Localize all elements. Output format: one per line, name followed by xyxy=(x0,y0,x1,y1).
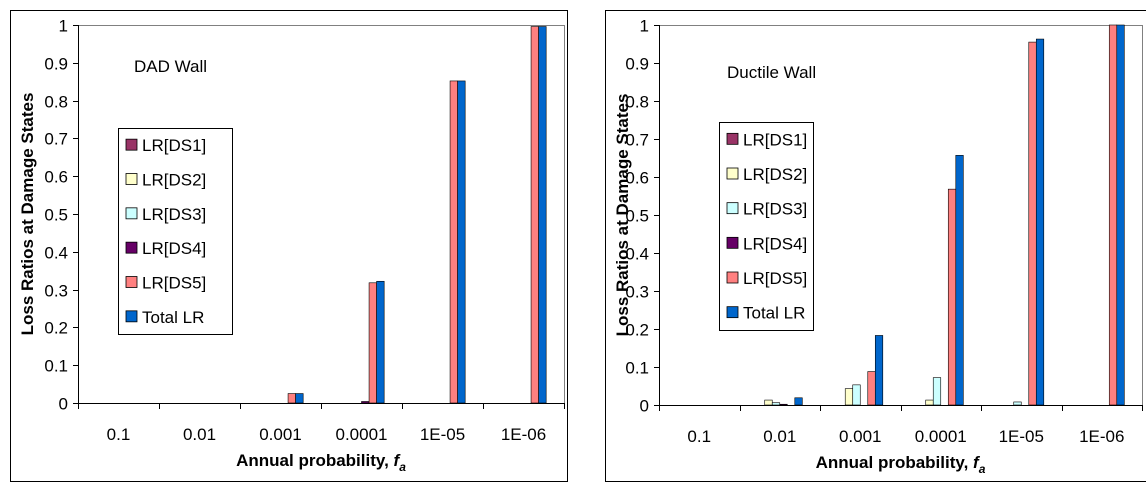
legend-label: LR[DS4] xyxy=(142,239,206,258)
y-tick-label: 1 xyxy=(640,17,649,36)
y-tick-label: 0.7 xyxy=(44,130,68,149)
y-tick-label: 0.9 xyxy=(625,55,649,74)
chart-frame xyxy=(605,10,1146,482)
bar xyxy=(1108,24,1118,406)
x-tick-label: 1E-05 xyxy=(999,427,1044,446)
legend-swatch xyxy=(726,271,739,284)
bar xyxy=(1035,38,1045,406)
bar xyxy=(295,393,304,404)
chart-panel-ductile-wall: 0 0.1 0.2 0.3 0.4 0.5 0.6 0.7 0.8 0.9 1 0.1 0.01 0.00… xyxy=(595,0,1146,482)
y-tick-label: 0.6 xyxy=(44,168,68,187)
legend-swatch xyxy=(125,276,138,288)
legend-swatch xyxy=(125,173,138,185)
y-tick-label: 0.7 xyxy=(625,131,649,150)
legend-swatch xyxy=(125,241,138,254)
legend-swatch xyxy=(726,202,739,215)
y-tick-label: 0.4 xyxy=(625,245,649,264)
legend-swatch xyxy=(726,236,739,249)
bar xyxy=(867,371,876,406)
legend-box xyxy=(118,128,233,335)
chart-panel-dad-wall: 0 0.1 0.2 0.3 0.4 0.5 0.6 0.7 0.8 0.9 1 0.1 0.01 0.00… xyxy=(10,10,568,482)
legend-label: LR[DS3] xyxy=(142,205,206,224)
x-axis-label: Annual probability, fa xyxy=(236,451,406,474)
y-tick-label: 0.4 xyxy=(44,244,68,263)
y-tick-label: 1 xyxy=(59,17,68,36)
chart-frame xyxy=(10,10,568,482)
chart-title: Ductile Wall xyxy=(727,63,816,82)
x-tick-label: 0.001 xyxy=(839,427,882,446)
legend-swatch xyxy=(726,306,739,319)
bar xyxy=(874,335,884,406)
legend-swatch xyxy=(125,310,138,323)
legend-label: LR[DS2] xyxy=(142,171,206,190)
y-tick-label: 0.5 xyxy=(625,207,649,226)
y-tick-label: 0.8 xyxy=(44,93,68,112)
bar xyxy=(932,377,942,406)
y-tick-label: 0.2 xyxy=(625,321,649,340)
legend-label: LR[DS1] xyxy=(142,136,206,155)
legend-box xyxy=(719,122,814,331)
bar xyxy=(779,403,788,406)
bar xyxy=(764,399,773,406)
x-tick-label: 0.1 xyxy=(107,425,131,444)
x-tick-label: 0.1 xyxy=(687,427,711,446)
y-tick-label: 0.9 xyxy=(44,55,68,74)
y-tick-label: 0.2 xyxy=(44,319,68,338)
bar xyxy=(538,26,547,404)
chart-title: DAD Wall xyxy=(134,57,207,76)
bar xyxy=(1116,24,1125,406)
legend-label: LR[DS1] xyxy=(743,130,807,149)
x-tick-label: 1E-05 xyxy=(420,425,465,444)
legend-label: Total LR xyxy=(743,304,805,323)
legend-label: LR[DS3] xyxy=(743,200,807,219)
x-tick-label: 0.0001 xyxy=(915,427,967,446)
x-tick-label: 1E-06 xyxy=(501,425,546,444)
bar xyxy=(287,393,296,404)
y-tick-label: 0.3 xyxy=(44,282,68,301)
legend-label: Total LR xyxy=(142,308,204,327)
bar xyxy=(794,397,803,406)
legend-swatch xyxy=(726,167,739,180)
legend-label: LR[DS4] xyxy=(743,234,807,253)
bar xyxy=(449,80,458,404)
bar xyxy=(457,80,466,404)
y-tick-label: 0.3 xyxy=(625,283,649,302)
legend-label: LR[DS5] xyxy=(142,274,206,293)
y-tick-label: 0.6 xyxy=(625,169,649,188)
x-tick-label: 1E-06 xyxy=(1079,427,1124,446)
bar xyxy=(361,401,370,404)
x-tick-label: 0.01 xyxy=(183,425,216,444)
bar xyxy=(844,388,854,406)
y-tick-label: 0.1 xyxy=(44,357,68,376)
bar xyxy=(955,155,964,406)
x-tick-label: 0.0001 xyxy=(336,425,388,444)
legend-label: LR[DS2] xyxy=(743,165,807,184)
legend-swatch xyxy=(125,207,138,220)
chart-ductile-wall: 0 0.1 0.2 0.3 0.4 0.5 0.6 0.7 0.8 0.9 1 0.1 0.01 0.00… xyxy=(605,10,1146,482)
y-tick-label: 0.8 xyxy=(625,93,649,112)
x-tick-label: 0.001 xyxy=(259,425,302,444)
x-tick-label: 0.01 xyxy=(763,427,796,446)
bar xyxy=(925,399,934,406)
bar xyxy=(530,26,539,404)
legend-swatch xyxy=(125,138,138,151)
y-tick-label: 0.5 xyxy=(44,206,68,225)
y-tick-label: 0.1 xyxy=(625,359,649,378)
bar xyxy=(1028,41,1037,406)
chart-dad-wall: 0 0.1 0.2 0.3 0.4 0.5 0.6 0.7 0.8 0.9 1 0.1 0.01 0.00… xyxy=(10,10,568,482)
bar xyxy=(368,282,377,404)
y-tick-label: 0 xyxy=(640,397,649,416)
bar xyxy=(376,280,385,404)
y-axis-label: Loss Ratios at Damage States xyxy=(613,94,632,337)
legend-swatch xyxy=(726,132,739,145)
y-tick-label: 0 xyxy=(59,395,68,414)
bar xyxy=(852,384,861,406)
y-axis-label: Loss Ratios at Damage States xyxy=(18,93,37,336)
bar xyxy=(771,402,781,406)
legend-label: LR[DS5] xyxy=(743,269,807,288)
bar xyxy=(1013,401,1022,406)
bar xyxy=(947,188,957,406)
x-axis-label: Annual probability, fa xyxy=(816,453,986,476)
